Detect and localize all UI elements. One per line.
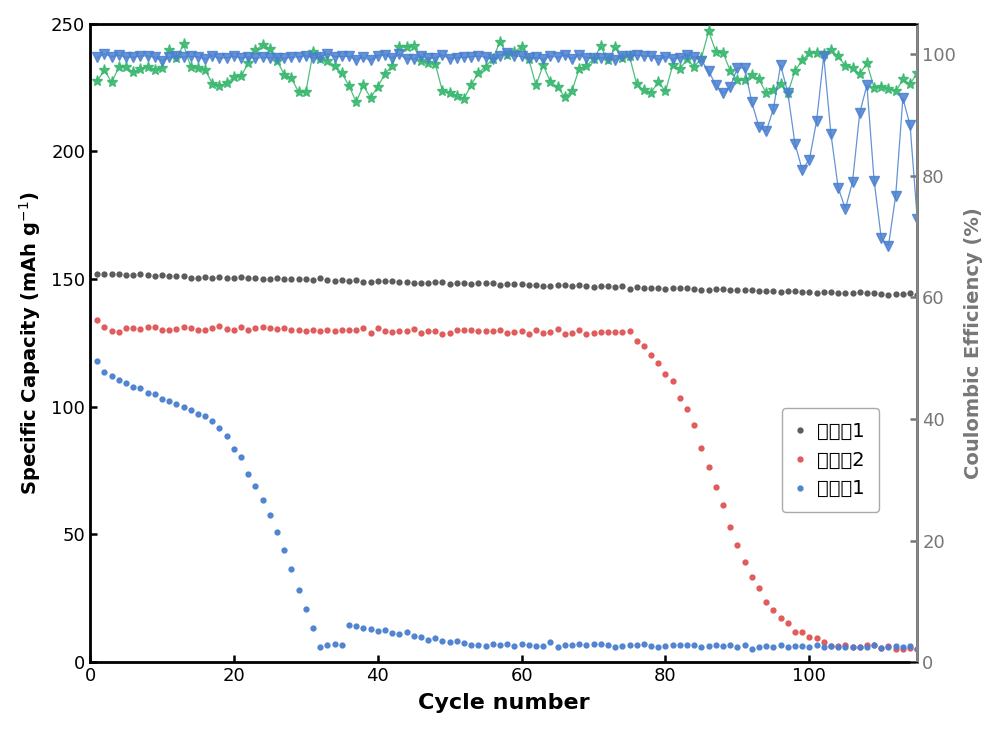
- 对比例2: [199, 326, 211, 334]
- Y-axis label: Coulombic Efficiency (%): Coulombic Efficiency (%): [964, 207, 983, 479]
- 对比例1: [746, 645, 758, 653]
- 对比例2: [278, 324, 290, 333]
- 对比例1: [818, 643, 830, 652]
- 实施例1: [206, 273, 218, 282]
- Line: 对比例1: 对比例1: [95, 358, 920, 651]
- Y-axis label: Specific Capacity (mAh g$^{-1}$): Specific Capacity (mAh g$^{-1}$): [17, 191, 43, 495]
- 实施例1: [818, 288, 830, 296]
- 实施例1: [285, 274, 297, 283]
- Line: 对比例2: 对比例2: [95, 318, 920, 652]
- 对比例1: [278, 546, 290, 555]
- 对比例1: [401, 628, 413, 637]
- 实施例1: [113, 269, 125, 278]
- Line: 实施例1: 实施例1: [95, 272, 920, 297]
- 对比例1: [357, 623, 369, 632]
- 对比例2: [911, 645, 923, 654]
- 实施例1: [91, 269, 103, 278]
- 对比例2: [91, 315, 103, 324]
- 对比例1: [911, 645, 923, 653]
- 对比例2: [401, 326, 413, 335]
- 对比例1: [199, 412, 211, 420]
- 实施例1: [911, 290, 923, 299]
- 实施例1: [365, 277, 377, 286]
- 实施例1: [408, 279, 420, 288]
- 对比例2: [588, 329, 600, 338]
- 实施例1: [595, 282, 607, 291]
- 对比例2: [811, 634, 823, 643]
- X-axis label: Cycle number: Cycle number: [418, 694, 589, 713]
- Legend: 实施例1, 对比例2, 对比例1: 实施例1, 对比例2, 对比例1: [782, 408, 879, 512]
- 实施例1: [882, 291, 894, 299]
- 对比例1: [588, 639, 600, 648]
- 对比例2: [890, 645, 902, 654]
- 对比例2: [357, 323, 369, 332]
- 对比例1: [91, 356, 103, 365]
